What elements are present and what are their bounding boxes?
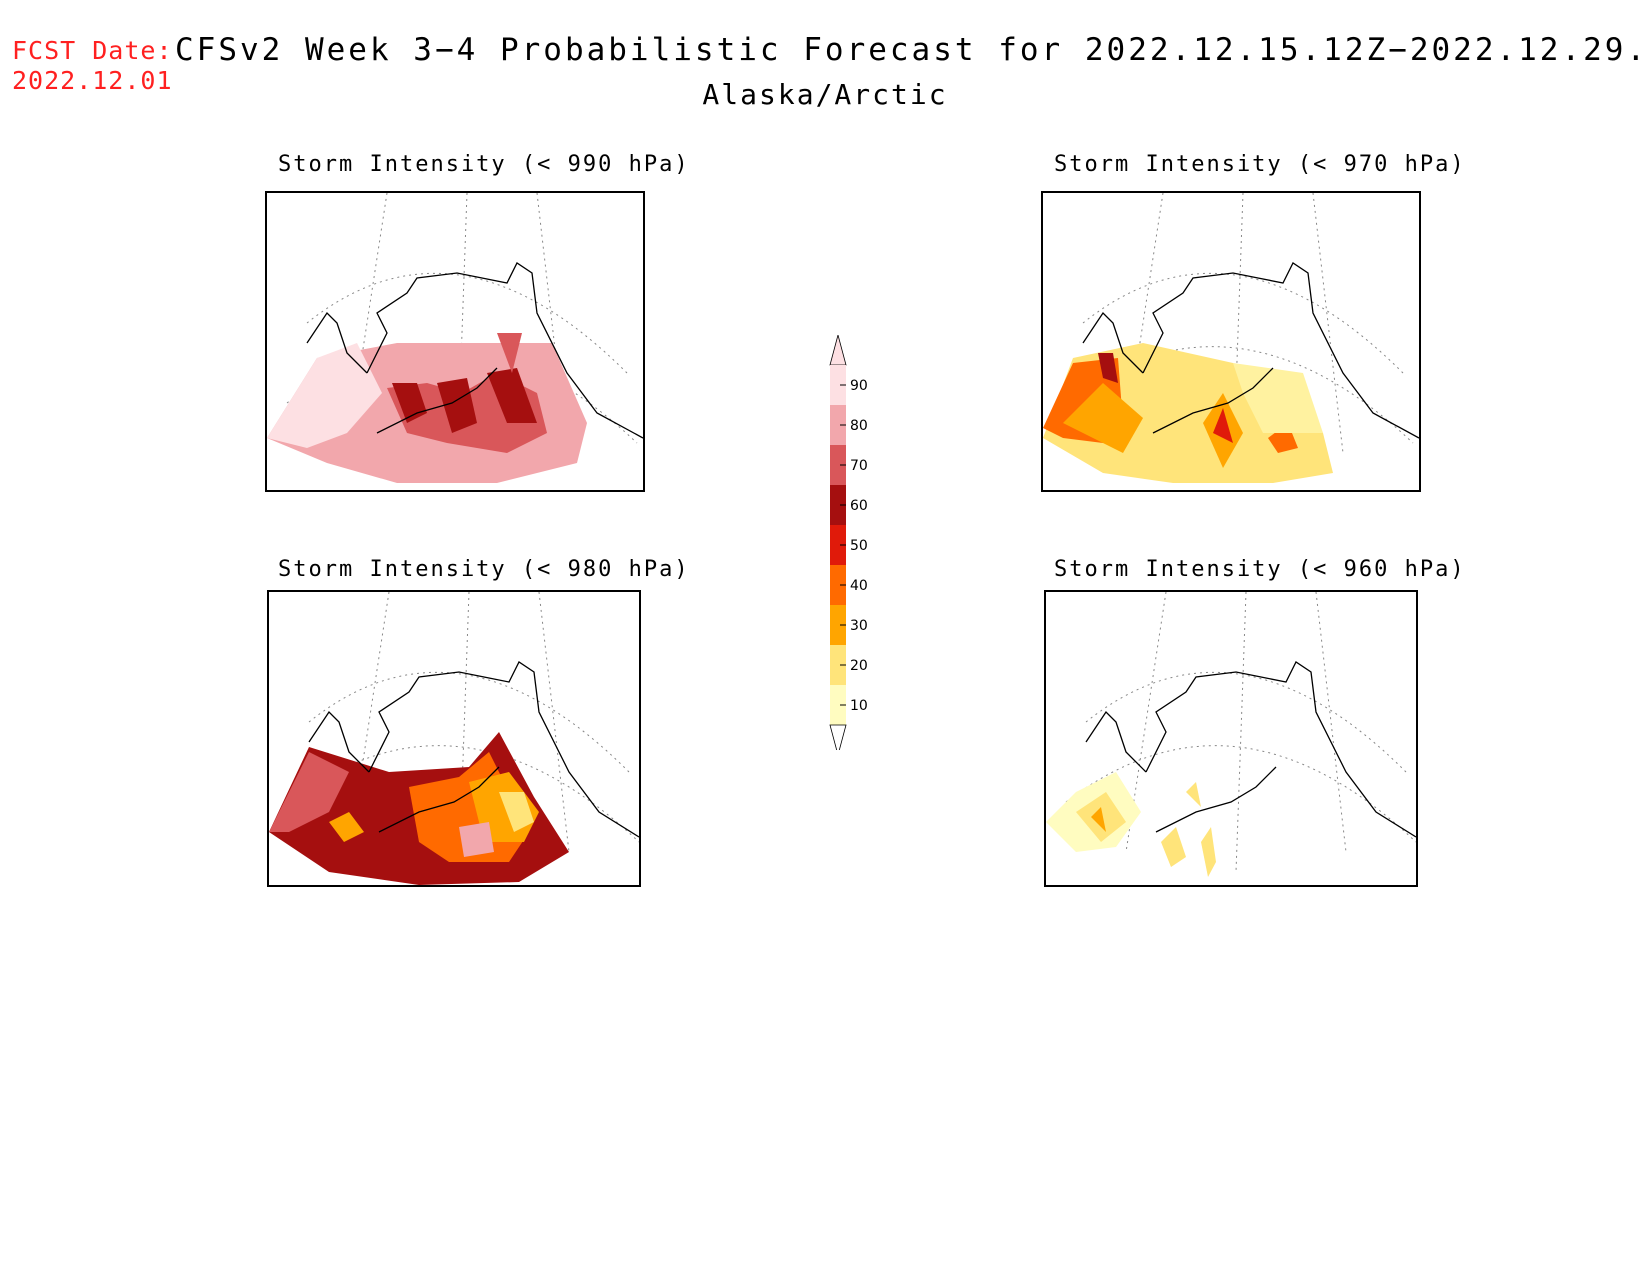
- map-panel-980: [267, 590, 641, 887]
- colorbar-tick-label: 80: [850, 418, 868, 434]
- region-title: Alaska/Arctic: [702, 78, 948, 111]
- colorbar-swatch: [830, 525, 846, 565]
- fcst-date-label: FCST Date:: [12, 36, 173, 65]
- colorbar-swatch: [830, 485, 846, 525]
- colorbar-tick-label: 20: [850, 658, 868, 674]
- map-960-svg: [1046, 592, 1416, 877]
- map-980-svg: [269, 592, 639, 885]
- coastline: [1085, 661, 1416, 838]
- colorbar-swatch: [830, 685, 846, 725]
- panel-title-980: Storm Intensity (< 980 hPa): [278, 557, 690, 582]
- colorbar-swatch: [830, 645, 846, 685]
- panel-title-960: Storm Intensity (< 960 hPa): [1054, 557, 1466, 582]
- colorbar-tick-label: 60: [850, 498, 868, 514]
- page-title: CFSv2 Week 3−4 Probabilistic Forecast fo…: [175, 32, 1650, 68]
- probability-fill: [1046, 772, 1216, 877]
- colorbar-swatch: [830, 405, 846, 445]
- coastline: [1082, 262, 1419, 439]
- probability-fill: [269, 732, 569, 885]
- fcst-date-value: 2022.12.01: [12, 66, 173, 95]
- colorbar-cap-bottom: [829, 724, 847, 757]
- panel-title-990: Storm Intensity (< 990 hPa): [278, 152, 690, 177]
- colorbar-tick-label: 40: [850, 578, 868, 594]
- map-970-svg: [1043, 193, 1419, 483]
- colorbar-tick-label: 10: [850, 698, 868, 714]
- colorbar-swatch: [830, 365, 846, 405]
- map-panel-990: [265, 191, 645, 492]
- colorbar-swatch: [830, 445, 846, 485]
- colorbar-tick-label: 70: [850, 458, 868, 474]
- map-panel-970: [1041, 191, 1421, 492]
- colorbar-ticks: 90 80 70 60 50 40 30 20 10: [840, 378, 868, 714]
- coastline: [306, 262, 643, 439]
- probability-fill: [267, 333, 587, 483]
- map-panel-960: [1044, 590, 1418, 887]
- colorbar-svg: 90 80 70 60 50 40 30 20 10: [829, 333, 868, 757]
- panel-title-970: Storm Intensity (< 970 hPa): [1054, 152, 1466, 177]
- colorbar-swatch: [830, 565, 846, 605]
- colorbar-cap-top: [829, 333, 847, 366]
- colorbar-tick-label: 90: [850, 378, 868, 394]
- map-990-svg: [267, 193, 643, 483]
- colorbar-swatch: [830, 605, 846, 645]
- colorbar-tick-label: 50: [850, 538, 868, 554]
- probability-fill: [1043, 343, 1333, 483]
- colorbar: 90 80 70 60 50 40 30 20 10: [820, 333, 910, 757]
- coastline: [308, 661, 639, 838]
- colorbar-tick-label: 30: [850, 618, 868, 634]
- colorbar-swatches: [829, 333, 847, 757]
- graticule: [1065, 592, 1416, 873]
